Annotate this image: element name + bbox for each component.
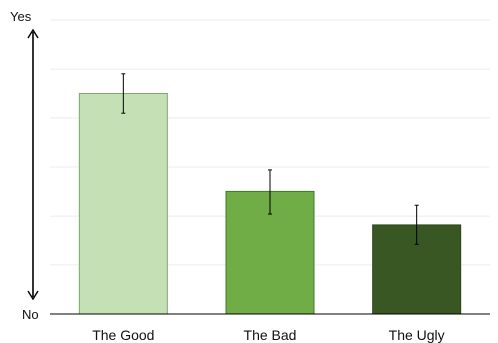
x-tick-labels: The Good The Bad The Ugly bbox=[92, 327, 444, 343]
x-tick-label: The Good bbox=[92, 327, 154, 343]
y-axis-bottom-label: No bbox=[22, 307, 39, 322]
x-tick-label: The Ugly bbox=[389, 327, 445, 343]
y-axis-arrowhead-up bbox=[27, 28, 39, 39]
error-bars bbox=[121, 73, 419, 245]
y-axis-arrowhead-down bbox=[27, 290, 39, 301]
y-axis-double-arrow bbox=[27, 28, 39, 301]
bar bbox=[78, 93, 168, 315]
bars bbox=[78, 93, 462, 315]
x-tick-label: The Bad bbox=[244, 327, 297, 343]
y-axis-top-label: Yes bbox=[10, 9, 32, 24]
